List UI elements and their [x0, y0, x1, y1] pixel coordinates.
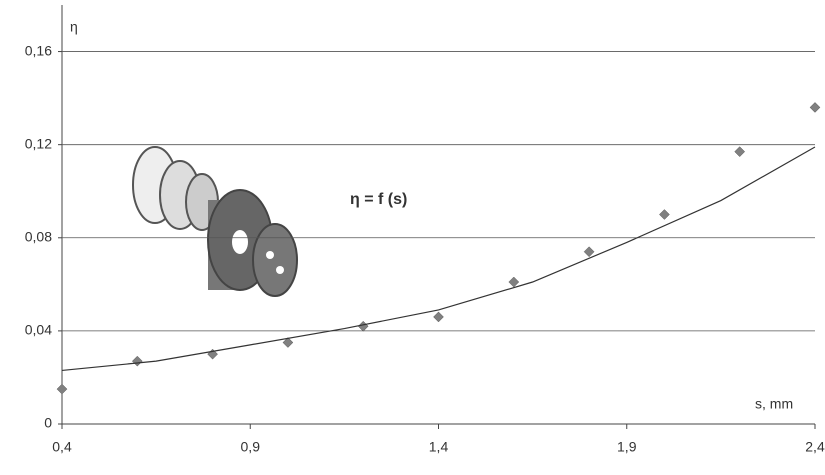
data-point — [57, 384, 67, 394]
data-point — [358, 321, 368, 331]
chart: η s, mm η = f (s) 0 0,04 0,08 0,12 0,16 0,4 0,… — [0, 0, 825, 470]
x-tick-label: 1,9 — [617, 439, 637, 455]
y-tick-label: 0,04 — [25, 322, 52, 338]
x-tick-label: 2,4 — [805, 439, 825, 455]
data-point — [584, 247, 594, 257]
y-tick-label: 0,08 — [25, 228, 52, 244]
page: η s, mm η = f (s) 0 0,04 0,08 0,12 0,16 0,4 0,… — [0, 0, 825, 475]
data-point — [659, 210, 669, 220]
y-axis-label: η — [70, 19, 78, 35]
y-tick-label: 0,16 — [25, 42, 52, 58]
x-tick-label: 0,9 — [241, 439, 261, 455]
x-axis-label: s, mm — [755, 396, 793, 412]
data-point — [434, 312, 444, 322]
y-tick-label: 0,12 — [25, 135, 52, 151]
data-point — [509, 277, 519, 287]
x-tick-label: 0,4 — [52, 439, 72, 455]
y-tick-label: 0 — [44, 415, 52, 431]
formula: η = f (s) — [350, 191, 407, 208]
data-point — [810, 102, 820, 112]
device-illustration — [133, 147, 297, 296]
data-point — [132, 356, 142, 366]
x-tick-label: 1,4 — [429, 439, 449, 455]
data-point — [735, 147, 745, 157]
